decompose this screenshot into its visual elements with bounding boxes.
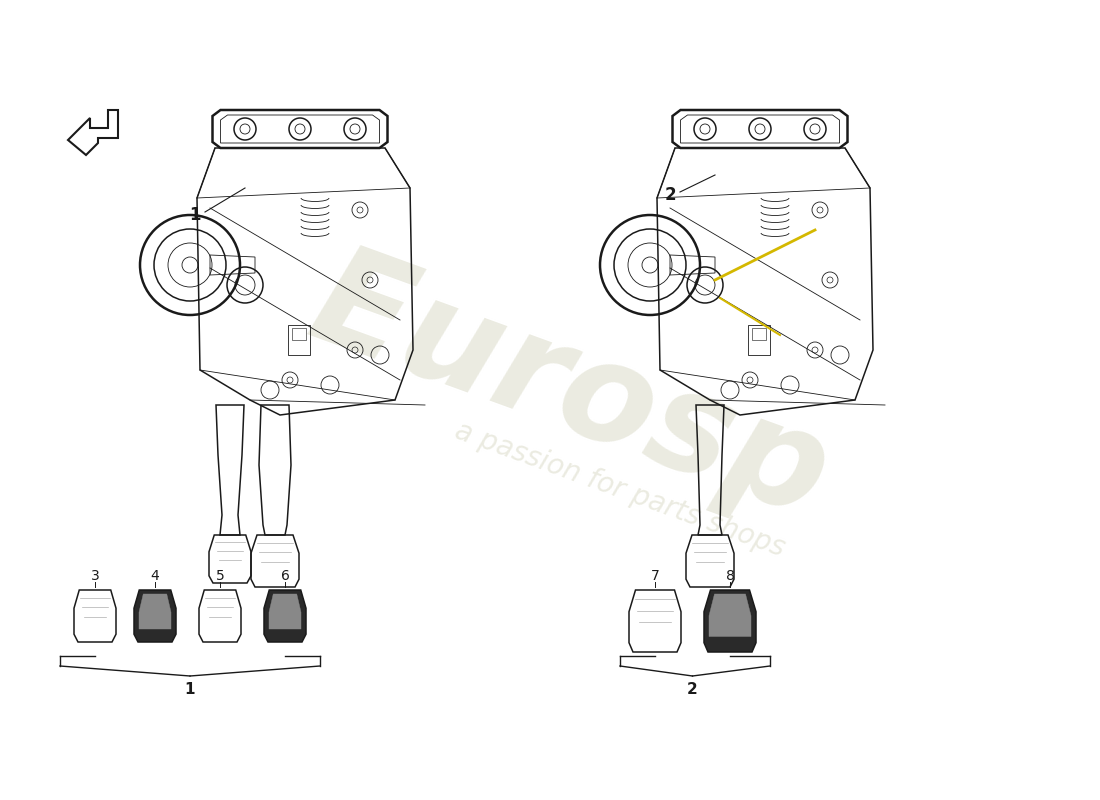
Text: 7: 7 bbox=[650, 569, 659, 583]
Text: a passion for parts shops: a passion for parts shops bbox=[451, 417, 789, 563]
Bar bbox=[752, 328, 766, 340]
Polygon shape bbox=[704, 590, 756, 652]
Text: 5: 5 bbox=[216, 569, 224, 583]
Bar bbox=[748, 325, 770, 355]
Polygon shape bbox=[134, 590, 176, 642]
Polygon shape bbox=[710, 594, 751, 637]
Polygon shape bbox=[270, 594, 301, 629]
Text: 4: 4 bbox=[151, 569, 160, 583]
Text: 1: 1 bbox=[185, 682, 196, 697]
Text: 6: 6 bbox=[280, 569, 289, 583]
Text: 3: 3 bbox=[90, 569, 99, 583]
Text: Eurosp: Eurosp bbox=[294, 234, 847, 546]
Text: 1: 1 bbox=[189, 206, 200, 224]
Text: 2: 2 bbox=[664, 186, 675, 204]
Polygon shape bbox=[139, 594, 170, 629]
Polygon shape bbox=[264, 590, 306, 642]
Text: 8: 8 bbox=[726, 569, 735, 583]
Text: 2: 2 bbox=[688, 682, 697, 697]
Bar bbox=[288, 325, 310, 355]
Bar bbox=[292, 328, 306, 340]
